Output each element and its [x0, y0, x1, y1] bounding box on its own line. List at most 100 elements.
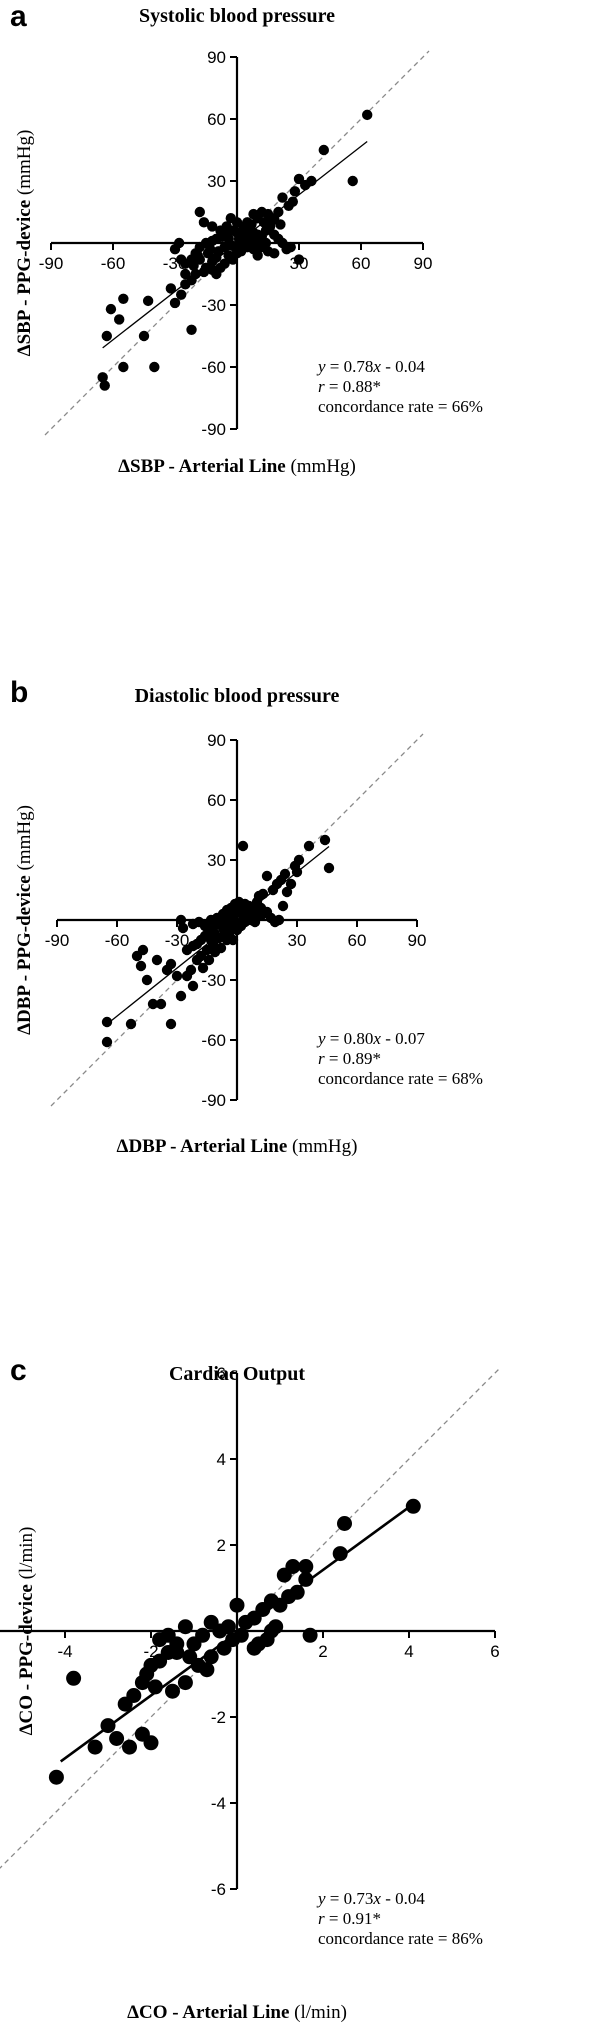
- data-point: [293, 254, 305, 265]
- x-tick-label: 2: [318, 1642, 327, 1661]
- data-point: [160, 1627, 176, 1643]
- y-axis-label-name: ΔCO - PPG-device: [16, 1584, 37, 1735]
- data-point: [251, 1636, 266, 1652]
- data-point: [177, 1675, 193, 1691]
- data-point: [260, 237, 272, 249]
- y-axis-label-unit: (mmHg): [14, 130, 35, 200]
- data-point: [347, 175, 358, 187]
- data-point: [101, 330, 113, 342]
- data-point: [105, 303, 117, 315]
- x-tick-label: -90: [45, 931, 70, 950]
- x-axis-label: ΔDBP - Arterial Line (mmHg): [117, 1136, 358, 1157]
- data-point: [142, 295, 154, 307]
- x-axis-label-name: ΔSBP - Arterial Line: [118, 456, 286, 477]
- data-point: [255, 902, 267, 914]
- data-point: [258, 217, 270, 228]
- data-point: [187, 980, 199, 992]
- data-point: [175, 914, 187, 926]
- data-point: [229, 1597, 245, 1613]
- data-point: [273, 914, 285, 926]
- data-point: [323, 862, 335, 874]
- data-point: [169, 297, 181, 309]
- y-axis-label: ΔSBP - PPG-device (mmHg): [14, 130, 35, 357]
- y-tick-label: -60: [201, 1031, 226, 1050]
- data-point: [109, 1731, 125, 1746]
- panel-label-c: c: [10, 1354, 27, 1387]
- eq-slope: = 0.78: [326, 357, 374, 376]
- x-tick-label: 60: [352, 254, 371, 273]
- data-point: [209, 946, 221, 958]
- x-axis-label-unit: (l/min): [289, 2002, 347, 2023]
- data-point: [223, 233, 234, 245]
- data-point: [147, 998, 159, 1010]
- data-point: [203, 1614, 219, 1630]
- data-point: [165, 1683, 180, 1699]
- data-point: [199, 1662, 215, 1678]
- data-point: [318, 144, 329, 156]
- y-tick-label: -4: [211, 1794, 226, 1813]
- data-point: [302, 1627, 318, 1643]
- r-var: r: [318, 1909, 325, 1928]
- data-point: [139, 1666, 155, 1682]
- data-point: [285, 241, 296, 253]
- data-point: [118, 361, 129, 373]
- eq-var-x: x: [372, 357, 381, 376]
- data-point: [177, 922, 189, 934]
- data-point: [362, 109, 373, 121]
- data-point: [165, 283, 177, 294]
- data-point: [138, 330, 150, 342]
- data-point: [223, 250, 234, 261]
- y-axis-label: ΔCO - PPG-device (l/min): [16, 1527, 37, 1736]
- x-tick-label: 60: [348, 931, 367, 950]
- data-point: [186, 1636, 202, 1652]
- y-tick-label: -6: [211, 1880, 226, 1899]
- data-point: [169, 1645, 185, 1660]
- data-point: [177, 1619, 193, 1635]
- x-axis-label-unit: (mmHg): [287, 1136, 357, 1157]
- data-point: [149, 361, 160, 373]
- chart-title: Systolic blood pressure: [139, 5, 335, 27]
- y-axis-label-name: ΔSBP - PPG-device: [14, 200, 35, 357]
- data-point: [285, 878, 297, 890]
- data-point: [263, 1623, 279, 1639]
- y-tick-label: -2: [211, 1708, 226, 1727]
- data-point: [181, 970, 193, 982]
- y-axis-label: ΔDBP - PPG-device (mmHg): [14, 805, 35, 1035]
- data-point: [237, 840, 249, 852]
- data-point: [298, 1559, 314, 1574]
- data-point: [122, 1739, 137, 1755]
- y-tick-label: -60: [201, 358, 226, 377]
- correlation-r: r = 0.91*: [318, 1909, 381, 1928]
- x-tick-label: -4: [57, 1642, 72, 1661]
- y-tick-label: 60: [207, 791, 226, 810]
- data-point: [135, 960, 147, 972]
- concordance-rate: concordance rate = 86%: [318, 1929, 483, 1948]
- data-point: [161, 964, 173, 976]
- x-axis-label-name: ΔDBP - Arterial Line: [117, 1136, 288, 1157]
- data-point: [176, 254, 187, 265]
- data-point: [175, 990, 187, 1002]
- data-point: [118, 293, 129, 304]
- eq-intercept: - 0.04: [381, 1889, 425, 1908]
- data-point: [275, 219, 286, 230]
- y-tick-label: -90: [201, 1091, 226, 1110]
- y-tick-label: 6: [217, 1364, 226, 1383]
- x-tick-label: 90: [414, 254, 433, 273]
- data-point: [233, 233, 245, 245]
- scatter-chart-diastolic: Diastolic blood pressure -90 -60 -30 30 60 90 9…: [14, 685, 483, 1157]
- r-value: = 0.88*: [325, 377, 381, 396]
- y-tick-label: 60: [207, 110, 226, 129]
- data-point: [293, 173, 305, 185]
- eq-var-y: y: [316, 357, 326, 376]
- y-axis-label-name: ΔDBP - PPG-device: [14, 875, 35, 1035]
- data-point: [246, 219, 257, 230]
- data-point: [276, 1567, 292, 1583]
- eq-var-y: y: [316, 1889, 326, 1908]
- data-point: [147, 1679, 163, 1695]
- eq-slope: = 0.80: [326, 1029, 374, 1048]
- data-point: [221, 221, 232, 232]
- data-point: [182, 1649, 198, 1665]
- data-point: [165, 1018, 177, 1030]
- x-tick-label: 6: [490, 1642, 499, 1661]
